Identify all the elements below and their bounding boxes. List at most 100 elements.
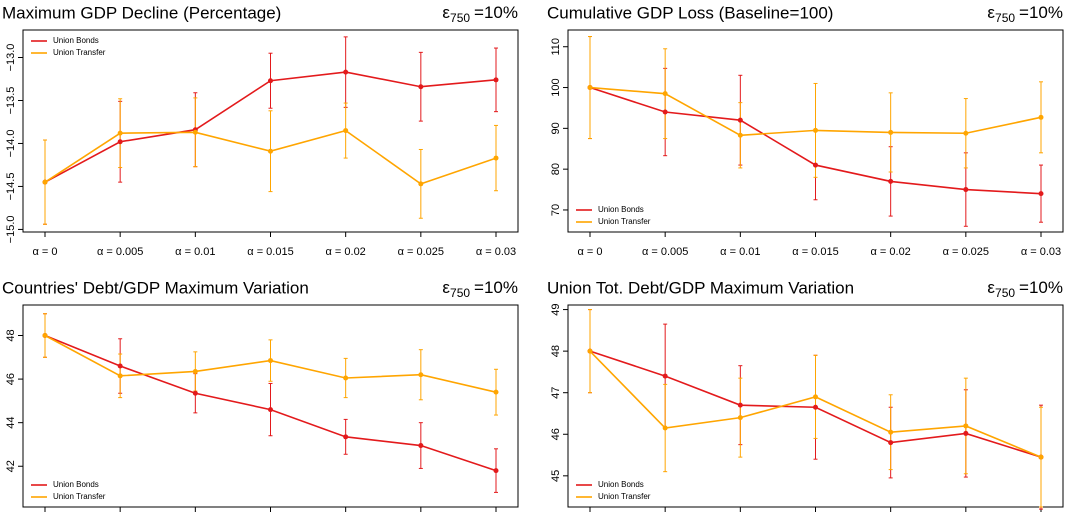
legend-label: Union Transfer	[598, 492, 651, 501]
y-tick-label: −13.5	[5, 87, 17, 115]
y-tick-label: −13.0	[5, 44, 17, 72]
data-point	[418, 443, 424, 449]
y-tick-label: 47	[550, 387, 562, 399]
annotation-subscript: 750	[450, 11, 470, 25]
data-point	[662, 91, 668, 97]
annotation-subscript: 750	[995, 286, 1015, 300]
data-point	[737, 402, 743, 408]
chart-title: Maximum GDP Decline (Percentage)	[2, 3, 281, 22]
data-point	[737, 132, 743, 138]
data-point	[1038, 454, 1044, 460]
data-point	[493, 155, 499, 161]
annotation-symbol: ε	[442, 278, 450, 297]
y-tick-label: 100	[550, 78, 562, 96]
x-tick-label: α = 0.005	[642, 246, 688, 258]
y-tick-label: 70	[550, 204, 562, 216]
annotation-symbol: ε	[442, 3, 450, 22]
data-point	[963, 423, 969, 429]
chart-title: Cumulative GDP Loss (Baseline=100)	[547, 3, 833, 22]
annotation: ε750 =10%	[987, 3, 1063, 25]
data-point	[268, 407, 273, 413]
chart-panel: Union Tot. Debt/GDP Maximum Variation ε75…	[547, 278, 1064, 527]
data-point	[268, 358, 273, 364]
data-point	[493, 77, 499, 83]
data-point	[888, 429, 894, 435]
data-point	[587, 348, 593, 354]
x-tick-label: α = 0.02	[871, 246, 911, 258]
y-tick-label: 110	[550, 38, 562, 56]
legend-label: Union Bonds	[598, 205, 644, 214]
data-point	[1038, 114, 1044, 120]
annotation-symbol: ε	[987, 3, 995, 22]
annotation: ε750 =10%	[442, 3, 518, 25]
x-tick-label: α = 0.015	[792, 246, 838, 258]
data-point	[662, 109, 668, 115]
legend-label: Union Bonds	[53, 480, 99, 489]
data-point	[963, 130, 969, 136]
data-point	[343, 434, 349, 440]
y-tick-label: 48	[5, 329, 17, 341]
data-point	[192, 129, 198, 135]
x-tick-label: α = 0.025	[943, 246, 989, 258]
data-point	[268, 78, 273, 84]
data-point	[418, 84, 424, 90]
data-point	[343, 69, 349, 75]
data-point	[662, 425, 668, 431]
legend-label: Union Transfer	[53, 492, 106, 501]
data-point	[813, 404, 818, 410]
x-tick-label: α = 0.005	[97, 246, 143, 258]
chart-title: Union Tot. Debt/GDP Maximum Variation	[547, 278, 854, 297]
data-point	[888, 178, 894, 184]
y-tick-label: 42	[5, 460, 17, 472]
data-point	[888, 440, 894, 446]
y-tick-label: 46	[5, 373, 17, 385]
annotation: ε750 =10%	[987, 278, 1063, 300]
annotation-subscript: 750	[995, 11, 1015, 25]
annotation-text: =10%	[1019, 278, 1063, 297]
data-point	[888, 129, 894, 135]
x-tick-label: α = 0.02	[326, 246, 366, 258]
annotation-subscript: 750	[450, 286, 470, 300]
chart-panel: Maximum GDP Decline (Percentage) ε750 =10%…	[2, 3, 519, 258]
y-tick-label: 44	[5, 417, 17, 429]
data-point	[268, 148, 273, 154]
annotation-symbol: ε	[987, 278, 995, 297]
y-tick-label: 48	[550, 345, 562, 357]
annotation-text: =10%	[1019, 3, 1063, 22]
y-tick-label: 49	[550, 303, 562, 315]
data-point	[42, 179, 48, 185]
y-tick-label: −15.0	[5, 215, 17, 243]
data-point	[813, 394, 818, 400]
data-point	[42, 333, 48, 339]
x-tick-label: α = 0.01	[720, 246, 760, 258]
data-point	[493, 468, 499, 474]
x-tick-label: α = 0.03	[476, 246, 516, 258]
chart-panel: Cumulative GDP Loss (Baseline=100) ε750 =1…	[547, 3, 1064, 258]
data-point	[117, 130, 123, 136]
data-point	[192, 390, 198, 396]
data-point	[117, 139, 123, 145]
y-tick-label: −14.0	[5, 130, 17, 158]
x-tick-label: α = 0.015	[247, 246, 293, 258]
chart-panel: Countries' Debt/GDP Maximum Variation ε75…	[2, 278, 519, 527]
data-point	[418, 181, 424, 187]
data-point	[813, 162, 818, 168]
data-point	[493, 389, 499, 395]
data-point	[662, 373, 668, 379]
x-tick-label: α = 0	[32, 246, 57, 258]
data-point	[963, 430, 969, 436]
x-tick-label: α = 0.03	[1021, 246, 1061, 258]
y-tick-label: 80	[550, 163, 562, 175]
annotation-text: =10%	[474, 278, 518, 297]
y-tick-label: 45	[550, 470, 562, 482]
data-point	[418, 372, 424, 378]
data-point	[813, 127, 818, 133]
data-point	[117, 363, 123, 369]
data-point	[343, 128, 349, 134]
legend-label: Union Bonds	[598, 480, 644, 489]
data-point	[737, 415, 743, 421]
chart-title: Countries' Debt/GDP Maximum Variation	[2, 278, 309, 297]
legend-label: Union Bonds	[53, 36, 99, 45]
y-tick-label: 46	[550, 428, 562, 440]
